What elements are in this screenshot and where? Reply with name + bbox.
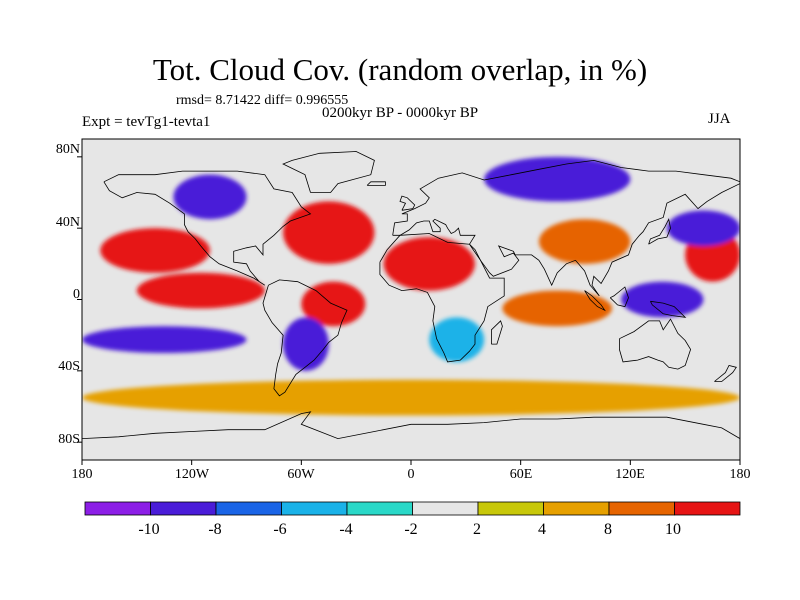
figure-title: Tot. Cloud Cov. (random overlap, in %) (152, 52, 648, 87)
experiment-text: Expt = tevTg1-tevta1 (82, 114, 211, 130)
colorbar-label: 2 (473, 521, 481, 538)
lon-label-180w: 180 (71, 467, 93, 482)
lat-label-40n: 40N (55, 215, 80, 230)
colorbar-label: -6 (273, 521, 287, 538)
coast-uk (399, 195, 416, 211)
colorbar-label: -8 (208, 521, 222, 538)
colorbar-label: -2 (404, 521, 418, 538)
colorbar-label: -10 (138, 521, 160, 538)
coast-australia (619, 318, 692, 370)
region-southern-ocean-band (82, 379, 740, 416)
lat-label-40s: 40S (58, 359, 80, 374)
coast-japan (648, 218, 671, 245)
colorbar-swatch (608, 501, 675, 516)
coast-new-zealand (714, 365, 737, 382)
region-north-atlantic (283, 201, 375, 264)
region-canada (173, 174, 247, 220)
coast-south-america (262, 279, 348, 397)
lon-label-60e: 60E (509, 467, 533, 482)
lon-label-0: 0 (407, 467, 415, 482)
lon-label-120e: 120E (615, 467, 645, 482)
lat-label-80n: 80N (55, 142, 80, 157)
colorbar-label: 10 (665, 521, 681, 538)
lon-label-120w: 120W (174, 467, 210, 482)
region-north-africa-sahel (383, 237, 475, 291)
coastlines (82, 151, 740, 440)
lat-label-80s: 80S (58, 432, 80, 447)
region-indian-ocean (502, 290, 613, 327)
colorbar-label: 4 (538, 521, 546, 538)
lon-label-180e: 180 (729, 467, 751, 482)
coast-madagascar (491, 320, 503, 345)
coast-antarctica-coast (82, 411, 740, 440)
colorbar-swatch (477, 501, 544, 516)
coast-africa (379, 233, 505, 363)
lat-label-eq: 0 (73, 287, 80, 302)
region-north-pacific-west (666, 210, 740, 247)
region-north-pacific-east (100, 228, 210, 273)
region-amazon-south (283, 317, 329, 371)
period-text: 0200kyr BP - 0000kyr BP (322, 105, 479, 121)
coast-greenland (282, 151, 375, 193)
colorbar-swatch (543, 501, 610, 516)
colorbar-swatch (674, 501, 741, 516)
coast-new-guinea (650, 300, 687, 318)
colorbar-swatch (215, 501, 282, 516)
colorbar-label: -4 (339, 521, 353, 538)
colorbar-swatch (84, 501, 151, 516)
colorbar-label: 8 (604, 521, 612, 538)
region-siberia-arctic (484, 156, 631, 202)
stats-text: rmsd= 8.71422 diff= 0.996555 (176, 93, 349, 108)
colorbar-swatch (412, 501, 479, 516)
coast-iceland (366, 181, 386, 186)
axis-ticks (77, 156, 741, 465)
colorbar-swatch (150, 501, 217, 516)
lon-label-60w: 60W (287, 467, 315, 482)
coast-borneo (609, 286, 629, 308)
coast-eurasia (392, 159, 740, 297)
region-central-asia (538, 219, 631, 264)
colorbar-swatch (346, 501, 413, 516)
coast-sumatra (584, 290, 606, 312)
colorbar (84, 501, 741, 516)
season-text: JJA (708, 111, 731, 127)
region-maritime-continent (621, 281, 704, 318)
coast-north-america (103, 170, 312, 286)
field-layer (82, 156, 740, 460)
region-antarctica (82, 424, 740, 460)
region-equatorial-pacific-east (136, 272, 265, 309)
region-subtropical-south-pacific (82, 326, 247, 353)
colorbar-swatch (281, 501, 348, 516)
